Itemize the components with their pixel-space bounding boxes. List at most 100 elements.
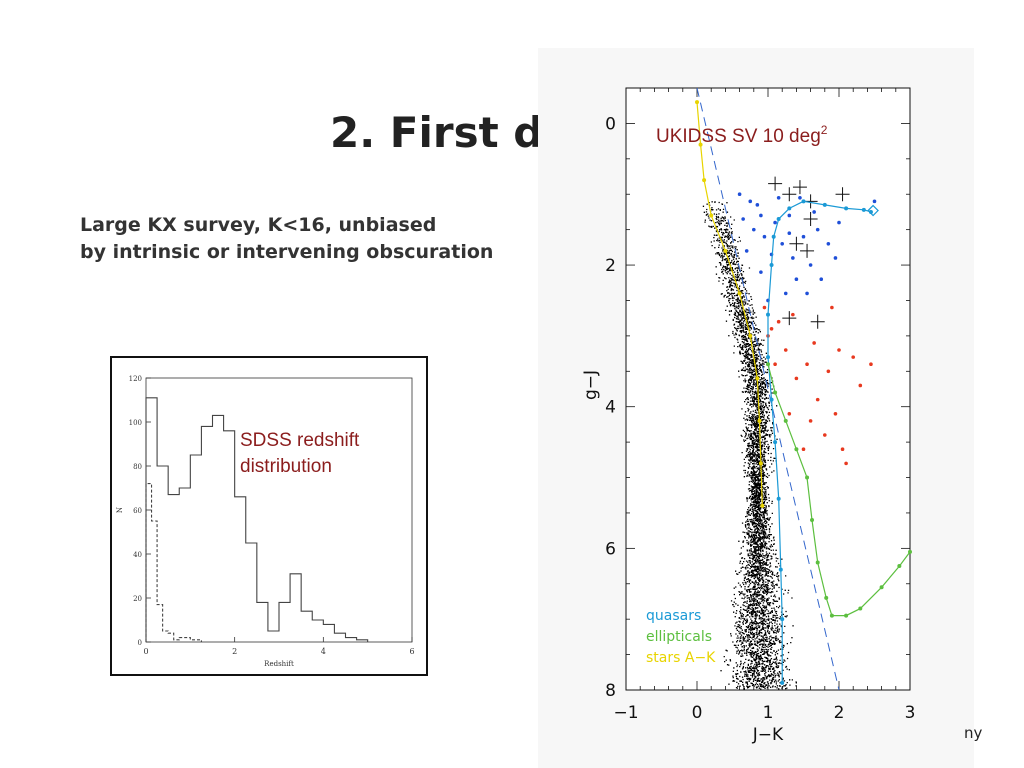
annotation-line-1: SDSS redshift <box>240 430 360 451</box>
quasar-track-point <box>766 312 770 317</box>
red-source-point <box>830 305 834 310</box>
red-source-point <box>776 319 781 324</box>
star-track-point <box>698 142 703 147</box>
cm-x-tick-label: 3 <box>905 703 916 723</box>
quasar-track-point <box>776 496 781 501</box>
footer-fragment: ny <box>964 724 983 742</box>
cm-x-axis-label: J−K <box>752 725 784 745</box>
slide-subtitle: Large KX survey, K<16, unbiased by intri… <box>80 212 493 266</box>
elliptical-track-point <box>810 518 815 523</box>
red-source-point <box>773 362 777 367</box>
legend-entry-0: quasars <box>646 608 701 624</box>
blue-source-point <box>787 231 792 235</box>
red-source-point <box>837 348 841 352</box>
star-track-point <box>760 503 765 508</box>
star-track-point <box>709 213 714 218</box>
cm-x-tick-label: 0 <box>692 703 703 723</box>
blue-source-point <box>808 263 813 267</box>
cm-x-tick-label: −1 <box>613 703 638 723</box>
hist-y-tick-label: 80 <box>133 463 142 471</box>
blue-source-point <box>872 199 877 204</box>
blue-source-point <box>759 270 763 274</box>
elliptical-track-point <box>897 564 902 569</box>
quasar-track-point <box>771 234 776 239</box>
elliptical-track-point <box>829 613 834 618</box>
red-source-point <box>840 447 845 452</box>
quasar-track-point <box>769 397 774 402</box>
blue-source-point <box>787 213 792 218</box>
blue-source-point <box>752 227 756 232</box>
cross-marker <box>835 187 850 202</box>
cross-marker <box>789 236 804 251</box>
subtitle-line-2: by intrinsic or intervening obscuration <box>80 241 494 263</box>
blue-source-point <box>737 192 742 197</box>
blue-source-point <box>791 256 795 260</box>
blue-source-point <box>748 199 753 204</box>
elliptical-track-point <box>766 362 770 367</box>
hist-y-tick-label: 100 <box>129 419 142 427</box>
cross-marker <box>800 243 815 258</box>
histogram-annotation: SDSS redshift distribution <box>240 428 359 480</box>
cross-marker <box>782 311 797 326</box>
hist-y-tick-label: 0 <box>138 639 142 647</box>
red-source-point <box>851 355 855 359</box>
red-source-point <box>794 376 799 381</box>
quasar-track-point <box>769 263 774 268</box>
red-source-point <box>815 397 820 402</box>
elliptical-track-point <box>858 606 863 611</box>
red-source-point <box>826 369 831 374</box>
cm-y-tick-label: 8 <box>605 681 616 701</box>
quasar-track-point <box>778 567 783 572</box>
red-source-point <box>823 433 827 437</box>
cm-y-tick-label: 0 <box>605 114 616 134</box>
cm-y-tick-label: 2 <box>605 256 616 276</box>
hist-x-axis-label: Redshift <box>264 660 294 668</box>
star-track-point <box>702 178 707 183</box>
elliptical-track-point <box>805 475 810 480</box>
elliptical-track-point <box>773 390 778 395</box>
blue-source-point <box>755 203 760 207</box>
hist-y-axis-label: N <box>116 507 124 513</box>
hist-series-solid <box>145 397 369 642</box>
blue-source-point <box>794 277 799 282</box>
blue-source-point <box>780 242 784 246</box>
cross-marker <box>768 176 783 191</box>
star-track-point <box>755 376 760 381</box>
color-color-diagram: −1 0 1 2 3 0 2 4 6 8 J−K g−J UKIDSS SV 10 deg2 quasar… <box>581 87 916 745</box>
cross-marker <box>792 180 807 195</box>
cross-marker <box>803 212 818 227</box>
star-track-point <box>757 418 762 423</box>
red-source-point <box>833 411 838 416</box>
blue-source-point <box>805 291 809 296</box>
red-source-point <box>769 327 774 331</box>
star-track-point <box>748 333 753 338</box>
cm-y-tick-label: 6 <box>605 539 616 559</box>
legend-entry-1: ellipticals <box>646 629 712 645</box>
star-track-point <box>695 100 699 105</box>
legend-entry-2: stars A−K <box>646 650 716 666</box>
hist-series-dashed <box>145 483 202 642</box>
quasar-track-point <box>801 199 806 204</box>
quasar-track-point <box>844 206 849 211</box>
quasar-track-point <box>773 440 778 445</box>
hist-y-tick-label: 20 <box>133 595 142 603</box>
hist-x-tick-label: 0 <box>143 647 148 656</box>
blue-source-point <box>801 234 806 239</box>
quasar-track-point <box>861 207 866 212</box>
blue-source-point <box>826 242 831 246</box>
elliptical-track-point <box>824 595 829 600</box>
hist-y-tick-label: 40 <box>133 551 142 559</box>
elliptical-track <box>767 364 911 617</box>
blue-source-point <box>773 220 777 225</box>
blue-source-point <box>812 210 816 214</box>
elliptical-track-point <box>879 585 884 590</box>
redshift-histogram-frame: 0 2 4 6 0 20 40 60 80 100 120 Redshift N <box>110 356 428 676</box>
blue-source-point <box>741 217 745 221</box>
blue-source-point <box>819 277 824 282</box>
stellar-locus-cloud <box>702 201 797 690</box>
divider-line <box>696 87 840 691</box>
subtitle-line-1: Large KX survey, K<16, unbiased <box>80 214 437 236</box>
hist-y-tick-label: 60 <box>133 507 142 515</box>
elliptical-track-point <box>908 549 912 554</box>
red-source-point <box>844 461 848 466</box>
